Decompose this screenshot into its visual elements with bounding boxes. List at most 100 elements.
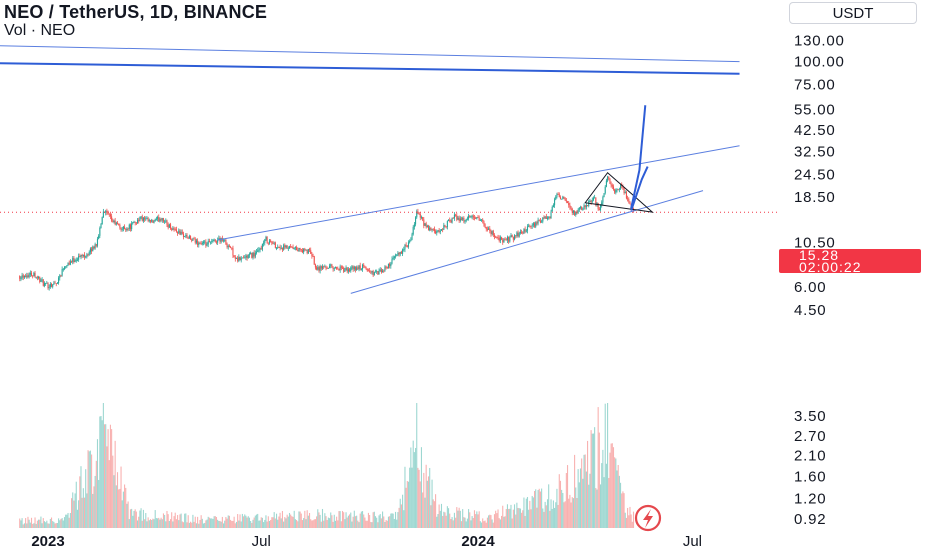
volume-bar (541, 488, 543, 528)
candle (380, 267, 382, 274)
volume-bar (299, 511, 301, 528)
volume-bar (498, 518, 500, 528)
volume-bar (465, 521, 467, 528)
trendline[interactable] (217, 145, 740, 241)
volume-bar (89, 450, 91, 528)
volume-bar (603, 477, 605, 528)
candle (456, 212, 458, 222)
candle (198, 241, 200, 248)
volume-bar (483, 521, 485, 528)
triangle-pattern[interactable] (584, 172, 654, 213)
trendline[interactable] (350, 190, 704, 294)
volume-bar (570, 502, 572, 528)
candle (95, 243, 97, 248)
candle (208, 238, 210, 243)
volume-bar (376, 517, 378, 528)
volume-bar (598, 432, 600, 528)
volume-bar (200, 515, 202, 528)
volume-bar (245, 515, 247, 528)
candle (48, 284, 50, 291)
volume-bar (151, 520, 153, 528)
volume-bar (501, 515, 503, 528)
volume-bar (161, 519, 163, 528)
drawings[interactable] (0, 45, 778, 294)
candle (38, 275, 40, 280)
price-tick: 2.10 (794, 447, 826, 464)
time-tick: 2023 (31, 533, 64, 550)
volume-bar (252, 519, 254, 528)
volume-bar (340, 521, 342, 528)
volume-bar (52, 521, 54, 528)
candle (591, 197, 593, 203)
volume-bar (76, 509, 79, 528)
volume-bar (232, 520, 234, 528)
candle (171, 227, 173, 232)
volume-bar (492, 522, 494, 528)
volume-bar (257, 513, 259, 528)
candle (427, 224, 430, 231)
time-axis[interactable]: 2023 Jul 2024 Jul (31, 533, 702, 550)
candle (512, 236, 514, 243)
volume-bar (384, 522, 386, 528)
volume-bar (111, 429, 113, 528)
candle (205, 239, 207, 248)
candle (298, 247, 300, 252)
candle (371, 270, 373, 275)
volume-bar (512, 509, 514, 528)
candle (581, 206, 583, 211)
volume-bar (400, 504, 402, 528)
candle (552, 203, 554, 208)
candle (132, 221, 134, 225)
candle (538, 219, 540, 222)
candle (135, 222, 137, 226)
volume-bar (432, 499, 434, 528)
volume-bar (486, 517, 488, 528)
symbol-title[interactable]: NEO / TetherUS, 1D, BINANCE (4, 2, 268, 22)
volume-bar (165, 521, 167, 528)
candle (516, 231, 518, 238)
volume-bar (480, 522, 483, 528)
trendline[interactable] (0, 62, 740, 75)
volume-bar (327, 517, 329, 528)
candle (508, 236, 510, 244)
candle (333, 267, 335, 272)
candle (457, 215, 459, 221)
candle (258, 246, 260, 253)
volume-bar (166, 510, 168, 528)
volume-bar (247, 516, 249, 528)
candle (545, 213, 547, 219)
currency-button[interactable]: USDT (789, 2, 917, 24)
candle (340, 265, 342, 271)
candle (357, 265, 359, 270)
candle (541, 219, 543, 223)
candle (113, 219, 115, 224)
candle (558, 192, 560, 198)
volume-bar (392, 513, 394, 528)
volume-bar (387, 516, 390, 528)
volume-label[interactable]: Vol · NEO (4, 22, 76, 39)
candle (572, 210, 574, 215)
volume-bar (312, 520, 314, 528)
projection-path[interactable] (630, 105, 647, 209)
candle (105, 209, 107, 216)
volume-bar (532, 497, 534, 528)
lightning-icon[interactable] (634, 504, 662, 532)
candle (396, 254, 398, 257)
candle (353, 265, 355, 272)
volume-bar (46, 520, 48, 528)
candle (80, 254, 82, 260)
candle (318, 265, 320, 273)
candle (301, 247, 304, 254)
volume-bar (59, 520, 61, 528)
candle (310, 247, 312, 255)
volume-bar (391, 513, 393, 528)
volume-bar (549, 510, 551, 528)
volume-bar (572, 498, 574, 528)
candle (577, 208, 579, 214)
trendline[interactable] (0, 45, 740, 63)
candle (200, 240, 202, 246)
volume-bar (471, 516, 473, 528)
projection-path[interactable] (630, 166, 649, 211)
volume-bar (197, 516, 199, 528)
